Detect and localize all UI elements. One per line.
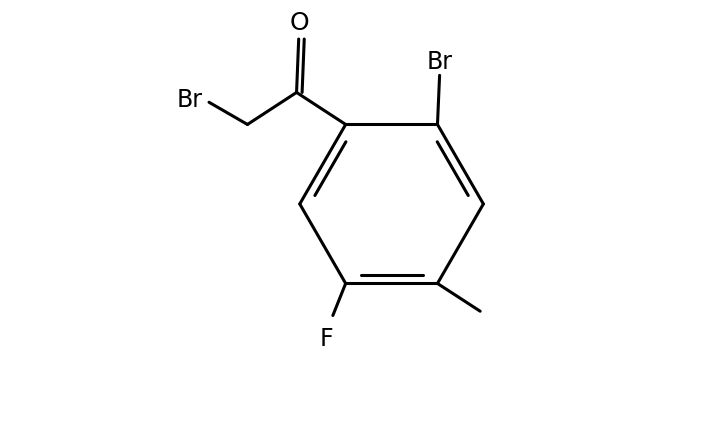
Text: O: O	[289, 11, 309, 35]
Text: Br: Br	[177, 88, 203, 112]
Text: Br: Br	[427, 50, 453, 74]
Text: F: F	[319, 326, 333, 350]
